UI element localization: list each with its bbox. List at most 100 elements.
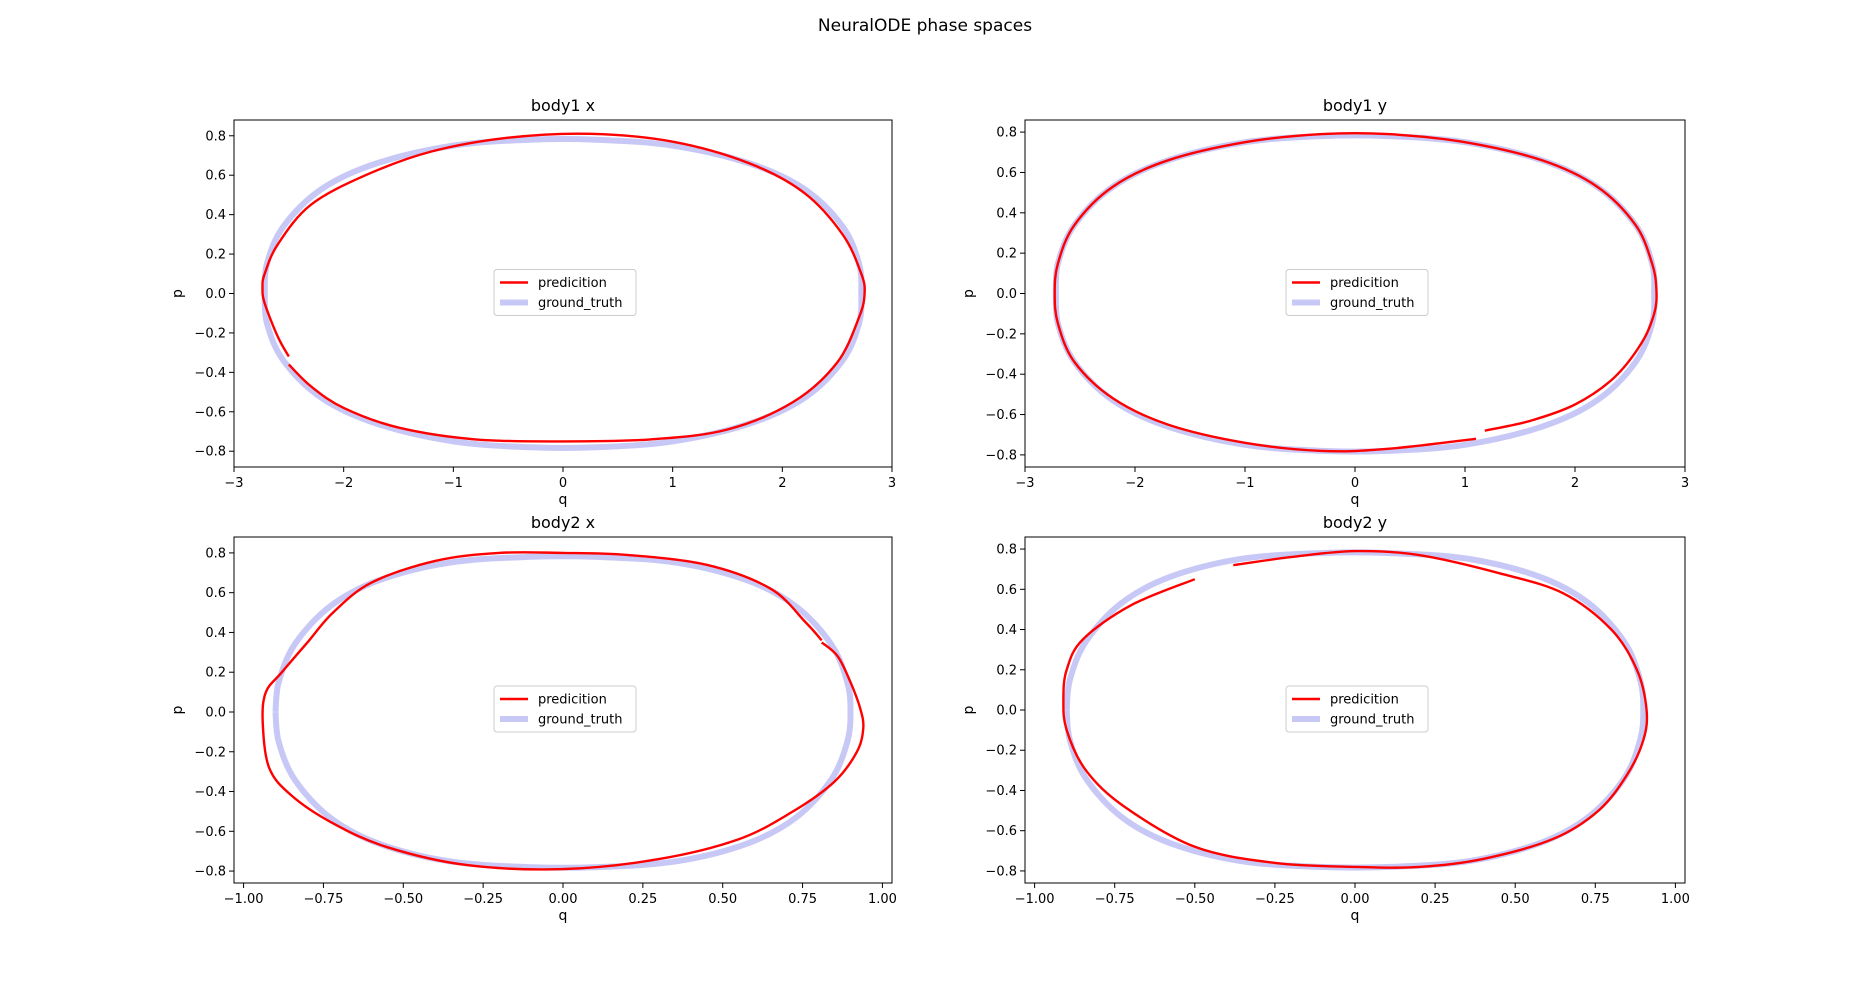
x-tick-label: −1 [444,476,463,491]
x-tick-label: −0.25 [463,892,503,907]
subplot-4: −1.00 −0.75 −0.50 −0.25 0.00 0.25 0.50 0.75 1.00… [961,513,1690,924]
x-tick-label: −3 [1015,476,1034,491]
legend: predicition ground_truth [1285,685,1429,733]
legend: predicition ground_truth [1285,269,1429,316]
x-tick-label: 0.25 [1421,892,1450,907]
x-tick-label: −0.75 [1095,892,1135,907]
y-tick-label: 0.6 [205,586,226,601]
legend-ground-truth-label: ground_truth [538,296,623,311]
legend-ground-truth-label: ground_truth [1330,713,1415,728]
series-ground-truth-line [261,135,865,452]
subplot-1: −3 −2 −1 0 1 2 3 −0.8 −0.6 −0.4 −0.2 0.0 0.2 0.4 0.6 0.… [170,96,896,508]
subplot-title: body2 x [531,513,595,532]
y-tick-label: 0.2 [996,247,1017,262]
y-tick-label: −0.6 [985,824,1017,839]
y-tick-label: 0.4 [205,208,226,223]
subplot-2: −3 −2 −1 0 1 2 3 −0.8 −0.6 −0.4 −0.2 0.0 0.2 0.4 0.6 0.… [961,96,1689,508]
y-axis-label: p [961,705,977,714]
x-tick-label: 2 [1571,476,1579,491]
y-tick-label: −0.6 [194,405,226,420]
y-tick-label: 0.8 [205,129,226,144]
x-tick-label: −2 [334,476,353,491]
y-tick-label: 0.0 [205,287,226,302]
x-tick-label: 0.25 [628,892,657,907]
x-tick-label: 0.50 [708,892,737,907]
legend-prediction-label: predicition [538,276,607,291]
legend-prediction-label: predicition [1330,693,1399,708]
y-tick-label: −0.2 [194,745,226,760]
x-tick-label: 0.75 [1581,892,1610,907]
subplot-3: −1.00 −0.75 −0.50 −0.25 0.00 0.25 0.50 0.75 1.00… [170,513,897,924]
y-tick-label: −0.8 [194,445,226,460]
subplot-title: body2 y [1323,513,1387,532]
y-tick-label: 0.4 [205,626,226,641]
legend: predicition ground_truth [493,685,637,733]
x-axis-label: q [1351,908,1360,924]
x-tick-label: 3 [1681,476,1689,491]
x-tick-label: −1 [1235,476,1254,491]
y-tick-label: 0.0 [996,704,1017,719]
subplot-title: body1 y [1323,96,1387,115]
x-tick-label: 0.00 [1341,892,1370,907]
x-tick-label: 1.00 [1661,892,1690,907]
y-axis-label: p [961,289,977,298]
y-tick-label: 0.2 [205,248,226,263]
x-tick-label: 2 [778,476,786,491]
y-tick-label: −0.2 [194,326,226,341]
y-tick-label: 0.2 [996,663,1017,678]
x-tick-label: 0.00 [549,892,578,907]
x-tick-label: −2 [1125,476,1144,491]
y-tick-label: −0.6 [985,408,1017,423]
y-tick-label: −0.8 [194,865,226,880]
legend-box [1285,685,1429,733]
x-tick-label: 1 [1461,476,1469,491]
x-tick-label: −0.50 [383,892,423,907]
y-tick-label: −0.8 [985,448,1017,463]
x-tick-label: 1 [669,476,677,491]
y-tick-label: −0.6 [194,825,226,840]
y-tick-label: 0.8 [996,126,1017,141]
y-tick-label: −0.4 [985,784,1017,799]
y-axis-label: p [170,289,186,298]
x-tick-label: −1.00 [1015,892,1055,907]
legend-prediction-label: predicition [1330,276,1399,291]
legend-box [1285,269,1429,316]
y-tick-label: 0.4 [996,623,1017,638]
series-prediction-line [261,132,866,443]
y-tick-label: 0.8 [996,543,1017,558]
y-tick-label: −0.4 [194,366,226,381]
series-ground-truth-line [1063,549,1647,871]
y-tick-label: 0.6 [996,166,1017,181]
y-tick-label: 0.0 [996,287,1017,302]
y-tick-label: −0.4 [985,368,1017,383]
y-tick-label: 0.4 [996,206,1017,221]
y-tick-label: −0.2 [985,327,1017,342]
x-axis-label: q [559,908,568,924]
x-axis-label: q [1351,492,1360,508]
x-tick-label: −3 [224,476,243,491]
x-tick-label: −0.25 [1255,892,1295,907]
series-prediction-line [1062,549,1649,869]
x-tick-label: −0.75 [304,892,344,907]
x-tick-label: 0.75 [788,892,817,907]
y-tick-label: 0.6 [996,583,1017,598]
legend-prediction-label: predicition [538,693,607,708]
subplot-title: body1 x [531,96,595,115]
x-axis-label: q [559,492,568,508]
y-tick-label: 0.8 [205,546,226,561]
legend-box [493,685,637,733]
x-tick-label: 0.50 [1501,892,1530,907]
legend-ground-truth-label: ground_truth [538,713,623,728]
legend: predicition ground_truth [493,269,637,316]
y-tick-label: 0.2 [205,666,226,681]
figure-title: NeuralODE phase spaces [817,16,1033,36]
y-tick-label: 0.6 [205,169,226,184]
x-tick-label: −1.00 [224,892,264,907]
x-tick-label: 1.00 [868,892,897,907]
x-tick-label: 3 [888,476,896,491]
x-tick-label: 0 [559,476,567,491]
y-tick-label: 0.0 [205,705,226,720]
x-tick-label: 0 [1351,476,1359,491]
